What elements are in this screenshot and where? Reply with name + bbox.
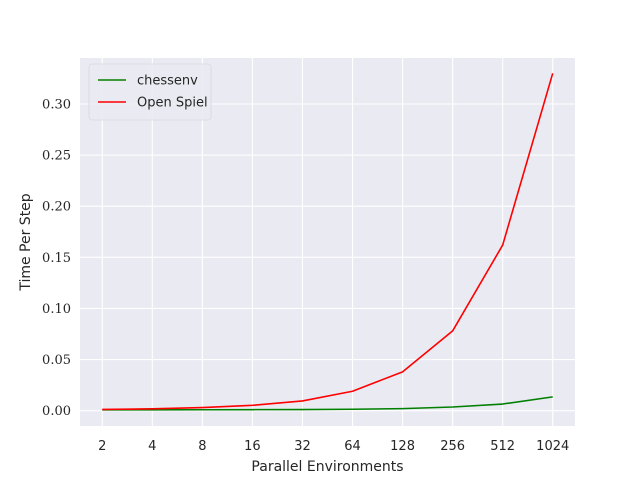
x-tick-label: 256	[440, 439, 465, 454]
x-tick-label: 512	[490, 439, 515, 454]
y-axis-ticks: 0.00 0.05 0.10 0.15 0.20 0.25 0.30	[42, 98, 71, 420]
y-axis-label: Time Per Step	[18, 193, 34, 291]
y-tick-label: 0.10	[42, 302, 71, 317]
series-line-chessenv	[102, 396, 553, 411]
legend-label: Open Spiel	[137, 96, 208, 111]
x-tick-label: 64	[344, 439, 361, 454]
y-tick-label: 0.20	[42, 200, 71, 215]
y-tick-label: 0.05	[42, 353, 71, 368]
x-tick-label: 2	[98, 439, 106, 454]
x-axis-ticks: 2 4 8 16 32 64 128 256 512 1024	[98, 439, 569, 454]
x-tick-label: 1024	[536, 439, 569, 454]
legend-box	[88, 63, 212, 121]
x-tick-label: 4	[148, 439, 156, 454]
legend: chessenv Open Spiel	[88, 63, 212, 121]
x-tick-label: 8	[198, 439, 206, 454]
series-lines	[102, 73, 554, 411]
y-tick-label: 0.30	[42, 98, 71, 113]
y-tick-label: 0.15	[42, 251, 71, 266]
legend-label: chessenv	[137, 74, 198, 89]
x-tick-label: 16	[244, 439, 261, 454]
y-tick-label: 0.25	[42, 149, 71, 164]
x-tick-label: 128	[390, 439, 415, 454]
x-tick-label: 32	[294, 439, 311, 454]
y-tick-label: 0.00	[42, 404, 71, 419]
series-line-open-spiel	[102, 73, 554, 411]
x-axis-label: Parallel Environments	[251, 459, 403, 475]
